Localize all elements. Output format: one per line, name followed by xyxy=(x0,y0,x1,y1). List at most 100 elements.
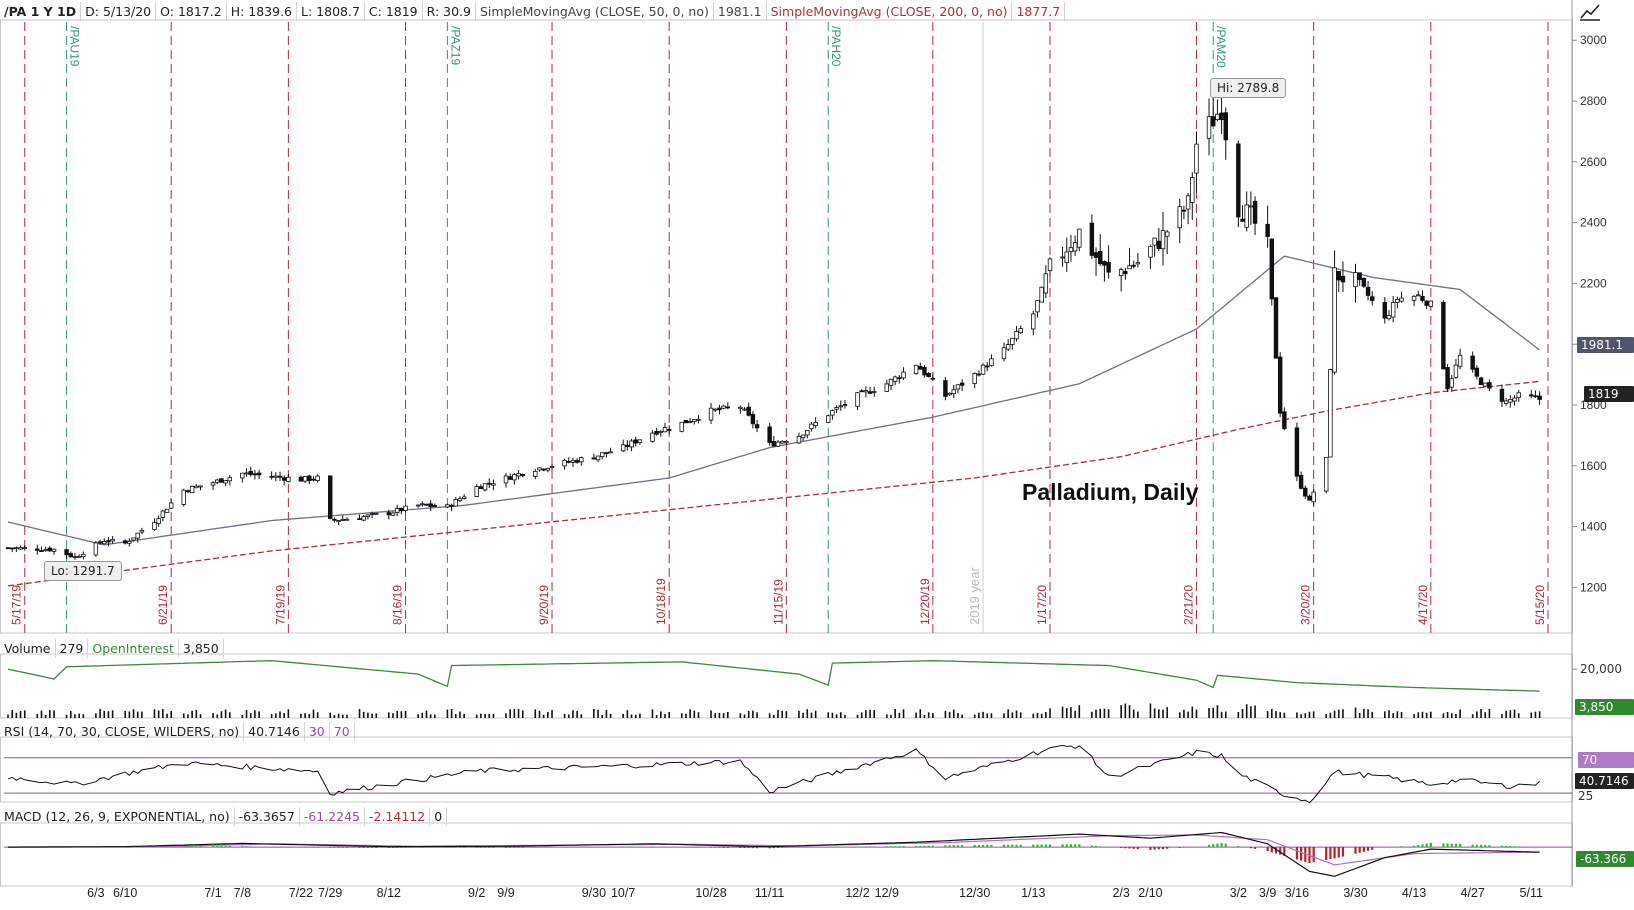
candle-down xyxy=(867,391,873,394)
candle-up xyxy=(1047,258,1053,272)
candle-down xyxy=(625,444,630,448)
candle-up xyxy=(629,440,634,448)
candle-up xyxy=(164,508,170,513)
candle-down xyxy=(959,382,965,386)
candle-down xyxy=(1273,297,1279,359)
candle-up xyxy=(110,538,115,542)
candle-up xyxy=(1035,300,1040,313)
candle-up xyxy=(796,436,802,444)
candle-up xyxy=(1508,399,1513,403)
candle-down xyxy=(307,475,312,481)
candle-down xyxy=(1277,356,1283,414)
candle-up xyxy=(1077,228,1082,248)
candle-down xyxy=(922,366,927,376)
candle-up xyxy=(1005,344,1011,350)
macd-label[interactable]: MACD (12, 26, 9, EXPONENTIAL, no) xyxy=(0,806,235,826)
candle-up xyxy=(102,541,107,545)
volume-label[interactable]: Volume xyxy=(0,638,56,658)
volume-header: Volume 279 OpenInterest 3,850 xyxy=(0,638,224,658)
x-tick-label: 3/9 xyxy=(1259,886,1276,900)
candle-up xyxy=(838,405,843,408)
rsi-high-level: 70 xyxy=(330,721,355,741)
candle-up xyxy=(457,498,463,502)
candle-up xyxy=(620,444,626,452)
x-tick-label: 7/8 xyxy=(234,886,251,900)
candle-up xyxy=(72,556,78,558)
x-tick-label: 4/27 xyxy=(1461,886,1485,900)
date-readout: D: 5/13/20 xyxy=(81,1,157,21)
candle-down xyxy=(1336,271,1341,281)
sma200-line xyxy=(7,380,1540,587)
candle-down xyxy=(897,377,902,380)
candle-up xyxy=(595,455,601,461)
candle-up xyxy=(884,383,890,392)
candle-down xyxy=(1265,223,1270,237)
candle-down xyxy=(746,406,751,416)
candle-up xyxy=(1311,491,1316,503)
candle-up xyxy=(947,392,952,396)
x-tick-label: 9/9 xyxy=(497,886,514,900)
candle-up xyxy=(189,485,195,494)
candle-up xyxy=(989,358,994,367)
candle-up xyxy=(1457,354,1463,367)
x-tick-label: 8/12 xyxy=(377,886,401,900)
candle-down xyxy=(1307,495,1312,501)
y-tick-label: 1400 xyxy=(1580,520,1607,534)
candle-up xyxy=(210,482,216,486)
candle-up xyxy=(365,514,371,518)
candle-down xyxy=(39,550,44,552)
x-tick-label: 3/16 xyxy=(1285,886,1309,900)
x-axis: 6/3 6/10 7/1 7/8 7/22 7/29 8/12 9/2 9/9 9/30 10/7 1… xyxy=(87,886,1543,900)
candle-up xyxy=(1039,286,1044,303)
candle-up xyxy=(1395,298,1400,303)
candle-down xyxy=(1098,251,1103,265)
symbol-label[interactable]: /PA 1 Y 1D xyxy=(0,1,82,21)
candle-down xyxy=(1210,116,1216,127)
candle-down xyxy=(47,547,53,552)
candle-down xyxy=(5,547,11,550)
candle-up xyxy=(1206,116,1212,139)
sma50-line xyxy=(7,255,1540,546)
sma50-label[interactable]: SimpleMovingAvg (CLOSE, 50, 0, no) xyxy=(476,1,714,21)
price-grid: 1200140016001800200022002400260028003000 xyxy=(1572,33,1607,594)
y-tick-label: 2200 xyxy=(1580,276,1607,290)
candle-up xyxy=(420,503,425,506)
candle-up xyxy=(461,496,467,499)
candle-up xyxy=(390,512,396,516)
candle-up xyxy=(51,548,57,552)
expiry-label: 4/17/20 xyxy=(1416,585,1430,625)
candle-down xyxy=(1382,302,1388,319)
expiry-label: 12/20/19 xyxy=(918,578,932,625)
sma200-label[interactable]: SimpleMovingAvg (CLOSE, 200, 0, no) xyxy=(767,1,1013,21)
candle-up xyxy=(1152,237,1157,246)
candle-down xyxy=(1499,388,1505,402)
candle-up xyxy=(152,522,157,531)
candle-up xyxy=(369,513,375,515)
candle-up xyxy=(892,376,898,382)
candle-down xyxy=(930,377,936,380)
macd-value-tag: -63.366 xyxy=(1576,851,1634,867)
candle-up xyxy=(834,407,839,410)
candle-up xyxy=(198,485,203,488)
candle-up xyxy=(135,532,140,539)
candle-down xyxy=(428,503,433,508)
candle-down xyxy=(1424,300,1429,306)
candle-up xyxy=(1386,315,1392,320)
x-tick-label: 7/22 xyxy=(289,886,313,900)
chart-style-icon[interactable] xyxy=(1578,2,1602,22)
candle-up xyxy=(482,483,488,491)
candle-up xyxy=(650,432,655,442)
candle-down xyxy=(1269,238,1275,300)
high-readout: H: 1839.6 xyxy=(227,1,298,21)
candle-down xyxy=(252,473,258,476)
rsi-label[interactable]: RSI (14, 70, 30, CLOSE, WILDERS, no) xyxy=(0,721,245,741)
candle-down xyxy=(842,403,848,406)
rollover-label: /PAM20 xyxy=(1214,26,1228,68)
candle-up xyxy=(1118,269,1124,276)
open-interest-label[interactable]: OpenInterest xyxy=(88,638,179,658)
candle-up xyxy=(76,555,82,558)
candle-down xyxy=(487,482,492,485)
x-tick-label: 2/10 xyxy=(1138,886,1162,900)
candle-down xyxy=(985,365,990,368)
